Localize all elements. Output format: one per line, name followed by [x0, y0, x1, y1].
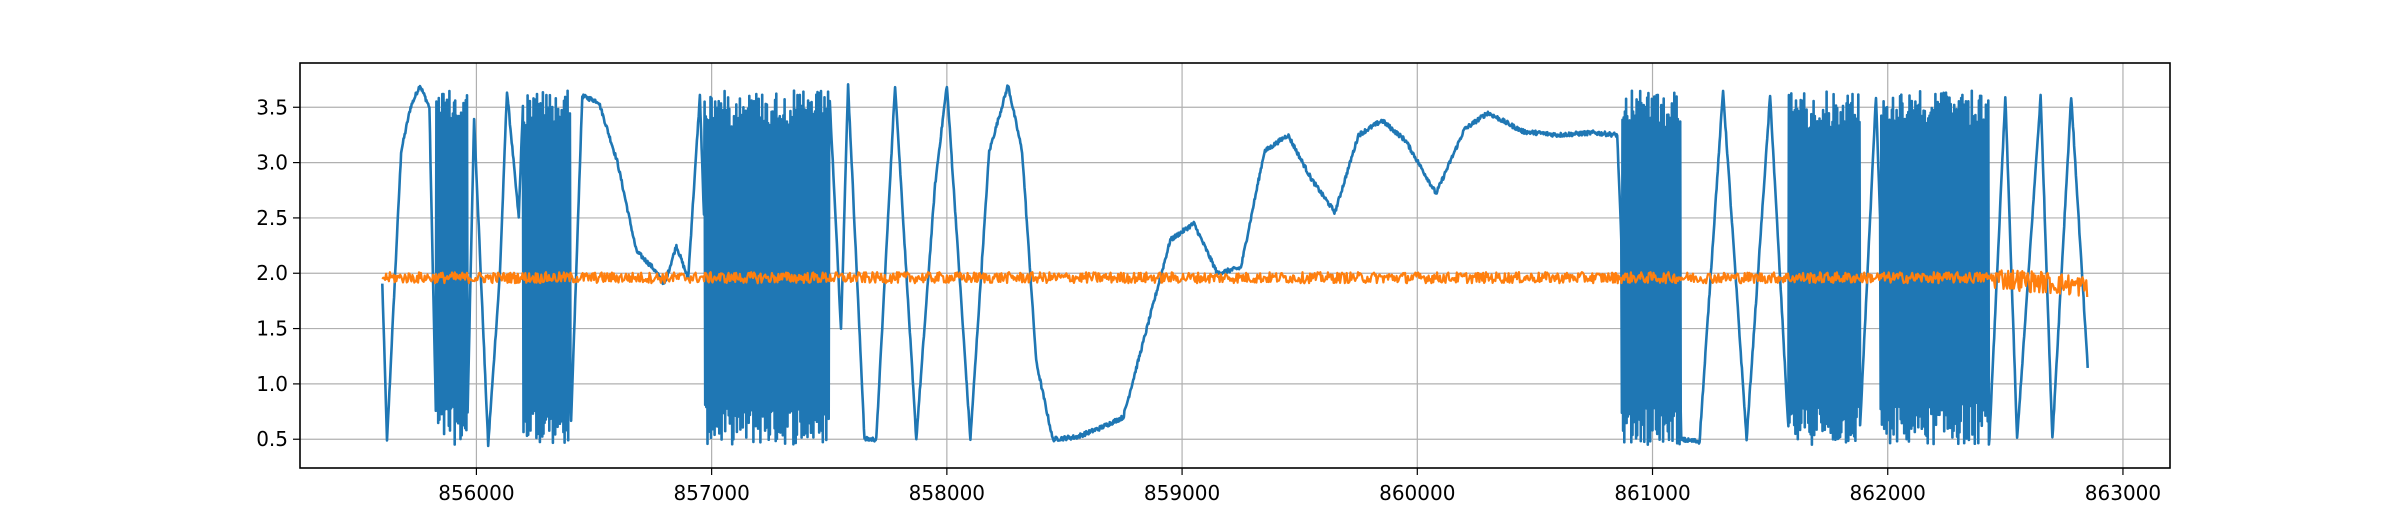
y-tick-label: 0.5	[256, 427, 288, 451]
x-tick-label: 858000	[909, 481, 985, 505]
x-tick-label: 856000	[438, 481, 514, 505]
y-tick-label: 2.5	[256, 206, 288, 230]
x-tick-label: 862000	[1850, 481, 1926, 505]
y-tick-label: 3.0	[256, 151, 288, 175]
y-tick-label: 3.5	[256, 95, 288, 119]
x-tick-label: 860000	[1379, 481, 1455, 505]
x-axis: 856000 857000 858000 859000 860000 861000 8620…	[438, 468, 2161, 505]
x-tick-label: 857000	[673, 481, 749, 505]
y-axis: 0.5 1.0 1.5 2.0 2.5 3.0 3.5	[256, 95, 300, 451]
series-1-line	[381, 83, 2089, 448]
x-tick-label: 861000	[1614, 481, 1690, 505]
plot-frame	[299, 62, 2171, 469]
y-tick-label: 1.5	[256, 317, 288, 341]
x-tick-label: 863000	[2085, 481, 2161, 505]
series-group	[381, 83, 2089, 448]
y-tick-label: 1.0	[256, 372, 288, 396]
y-tick-label: 2.0	[256, 261, 288, 285]
series-2-line	[381, 269, 2089, 298]
x-tick-label: 859000	[1144, 481, 1220, 505]
